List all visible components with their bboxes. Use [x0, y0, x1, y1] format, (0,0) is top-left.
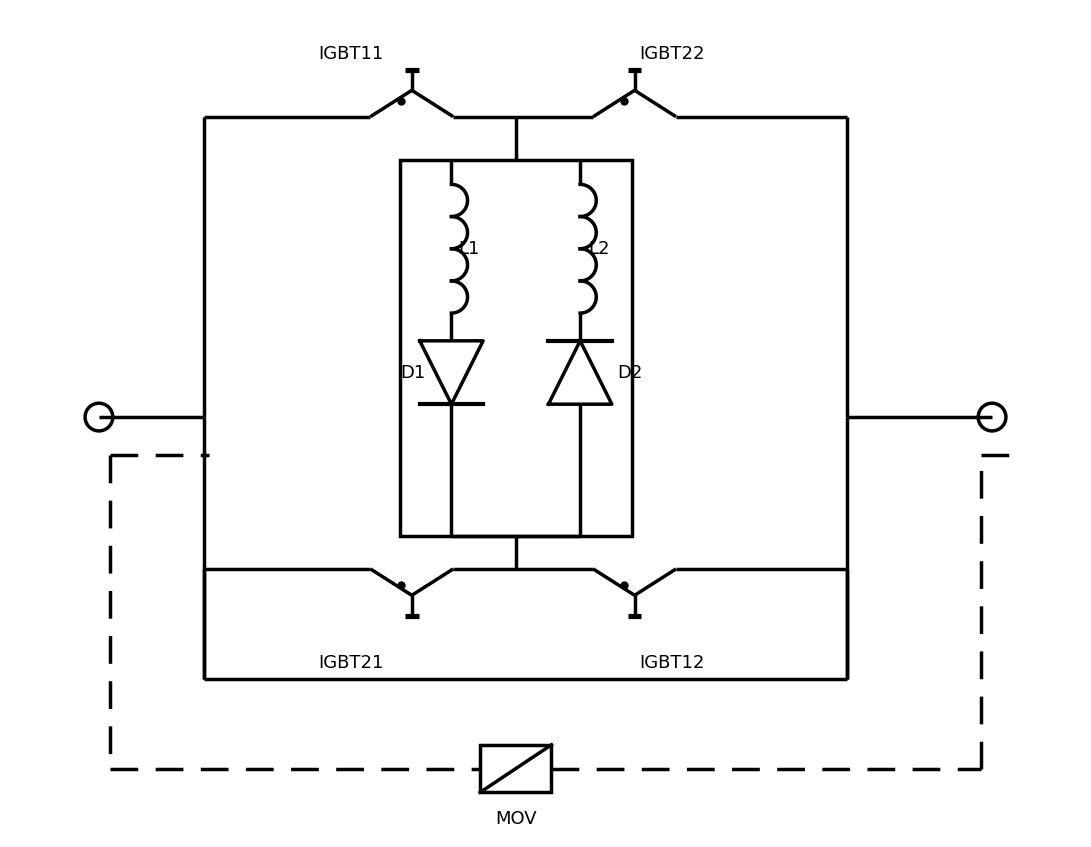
Text: D2: D2 [616, 363, 643, 381]
Text: L1: L1 [458, 240, 480, 257]
Text: IGBT12: IGBT12 [639, 655, 705, 673]
Text: IGBT11: IGBT11 [317, 45, 383, 63]
Polygon shape [549, 340, 612, 404]
Text: IGBT21: IGBT21 [317, 655, 383, 673]
Text: MOV: MOV [495, 811, 537, 828]
Text: D1: D1 [400, 363, 425, 381]
Text: L2: L2 [588, 240, 610, 257]
Polygon shape [420, 340, 483, 404]
Bar [400, 159, 632, 536]
Text: IGBT22: IGBT22 [639, 45, 705, 63]
Bar [480, 745, 551, 792]
